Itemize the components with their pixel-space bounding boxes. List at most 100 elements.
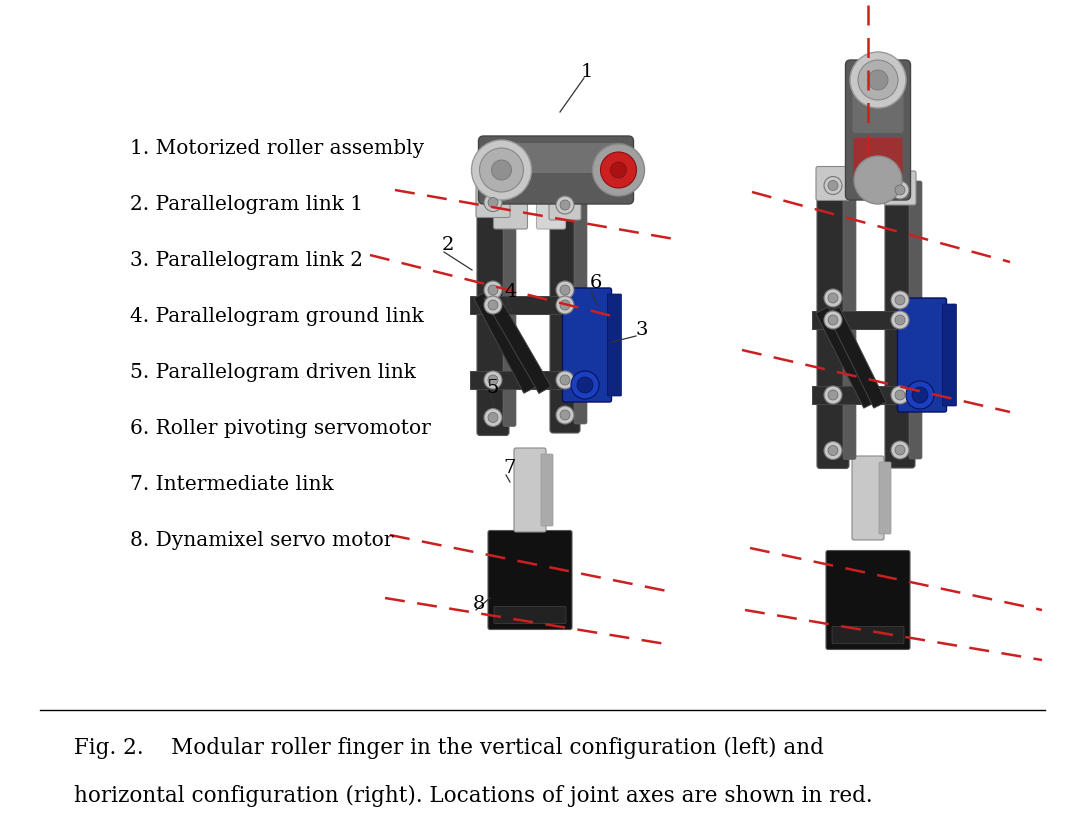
Circle shape: [484, 296, 502, 314]
FancyBboxPatch shape: [885, 172, 915, 468]
FancyBboxPatch shape: [816, 168, 849, 468]
FancyBboxPatch shape: [853, 138, 903, 182]
Circle shape: [556, 406, 573, 424]
FancyBboxPatch shape: [943, 304, 957, 406]
Circle shape: [895, 315, 905, 325]
Circle shape: [472, 140, 531, 200]
Text: 2. Parallelogram link 1: 2. Parallelogram link 1: [130, 194, 363, 214]
Text: 7: 7: [503, 459, 516, 477]
Circle shape: [484, 194, 502, 211]
Text: 4: 4: [504, 283, 517, 301]
Text: 6: 6: [590, 274, 603, 292]
Text: 3. Parallelogram link 2: 3. Parallelogram link 2: [130, 251, 363, 270]
Circle shape: [824, 311, 842, 329]
Circle shape: [824, 177, 842, 194]
FancyBboxPatch shape: [826, 551, 910, 649]
Circle shape: [488, 198, 498, 208]
Circle shape: [891, 181, 909, 199]
FancyBboxPatch shape: [477, 184, 509, 436]
Circle shape: [556, 371, 573, 389]
Circle shape: [556, 281, 573, 299]
Text: 7. Intermediate link: 7. Intermediate link: [130, 474, 334, 494]
Polygon shape: [812, 311, 910, 329]
FancyBboxPatch shape: [550, 187, 580, 433]
Circle shape: [858, 60, 897, 100]
Circle shape: [488, 300, 498, 310]
Circle shape: [891, 441, 909, 459]
Text: 3: 3: [636, 321, 648, 339]
FancyBboxPatch shape: [563, 288, 611, 402]
Circle shape: [556, 196, 573, 214]
Circle shape: [484, 408, 502, 427]
Text: 2: 2: [442, 236, 455, 254]
Circle shape: [891, 291, 909, 309]
Polygon shape: [812, 386, 910, 404]
Circle shape: [824, 289, 842, 307]
Text: Fig. 2.    Modular roller finger in the vertical configuration (left) and: Fig. 2. Modular roller finger in the ver…: [75, 737, 824, 759]
Circle shape: [561, 300, 570, 310]
Polygon shape: [826, 307, 887, 408]
FancyBboxPatch shape: [607, 294, 621, 396]
Circle shape: [561, 410, 570, 420]
FancyBboxPatch shape: [843, 177, 856, 459]
Circle shape: [850, 52, 906, 108]
Text: 1: 1: [581, 63, 593, 81]
Circle shape: [906, 381, 934, 409]
FancyBboxPatch shape: [885, 171, 916, 205]
Polygon shape: [470, 371, 568, 389]
FancyBboxPatch shape: [879, 462, 891, 534]
FancyBboxPatch shape: [537, 195, 566, 229]
FancyBboxPatch shape: [832, 627, 904, 644]
Circle shape: [828, 293, 838, 303]
Circle shape: [828, 315, 838, 325]
Circle shape: [610, 162, 626, 178]
FancyBboxPatch shape: [852, 456, 885, 540]
FancyBboxPatch shape: [503, 194, 516, 427]
Circle shape: [891, 386, 909, 404]
FancyBboxPatch shape: [846, 60, 910, 200]
FancyBboxPatch shape: [573, 196, 588, 424]
FancyBboxPatch shape: [541, 454, 553, 526]
FancyBboxPatch shape: [494, 195, 527, 229]
Circle shape: [561, 375, 570, 385]
Circle shape: [895, 390, 905, 400]
FancyBboxPatch shape: [852, 67, 904, 133]
FancyBboxPatch shape: [549, 186, 581, 220]
Text: 8. Dynamixel servo motor: 8. Dynamixel servo motor: [130, 530, 393, 550]
FancyBboxPatch shape: [486, 143, 626, 173]
Polygon shape: [470, 296, 568, 314]
Circle shape: [895, 295, 905, 305]
Circle shape: [828, 390, 838, 400]
Circle shape: [488, 412, 498, 422]
FancyBboxPatch shape: [909, 181, 922, 459]
Text: 5: 5: [487, 379, 499, 397]
FancyBboxPatch shape: [816, 167, 850, 200]
Circle shape: [571, 371, 599, 399]
Circle shape: [488, 285, 498, 295]
Circle shape: [480, 148, 524, 192]
Circle shape: [484, 281, 502, 299]
Polygon shape: [474, 292, 536, 393]
Circle shape: [561, 285, 570, 295]
Circle shape: [561, 200, 570, 210]
Circle shape: [854, 156, 902, 204]
Circle shape: [556, 296, 573, 314]
Circle shape: [488, 375, 498, 385]
FancyBboxPatch shape: [478, 136, 634, 204]
Circle shape: [895, 445, 905, 455]
Circle shape: [824, 386, 842, 404]
Circle shape: [895, 185, 905, 195]
Circle shape: [824, 442, 842, 459]
Text: 5. Parallelogram driven link: 5. Parallelogram driven link: [130, 363, 416, 381]
FancyBboxPatch shape: [488, 530, 572, 629]
FancyBboxPatch shape: [476, 184, 510, 218]
FancyBboxPatch shape: [897, 298, 946, 412]
Text: 1. Motorized roller assembly: 1. Motorized roller assembly: [130, 138, 424, 158]
FancyBboxPatch shape: [494, 607, 566, 623]
Text: 8: 8: [473, 595, 485, 613]
Circle shape: [868, 70, 888, 90]
Text: 4. Parallelogram ground link: 4. Parallelogram ground link: [130, 307, 423, 325]
Circle shape: [577, 377, 593, 393]
FancyBboxPatch shape: [514, 448, 546, 532]
Circle shape: [828, 180, 838, 190]
